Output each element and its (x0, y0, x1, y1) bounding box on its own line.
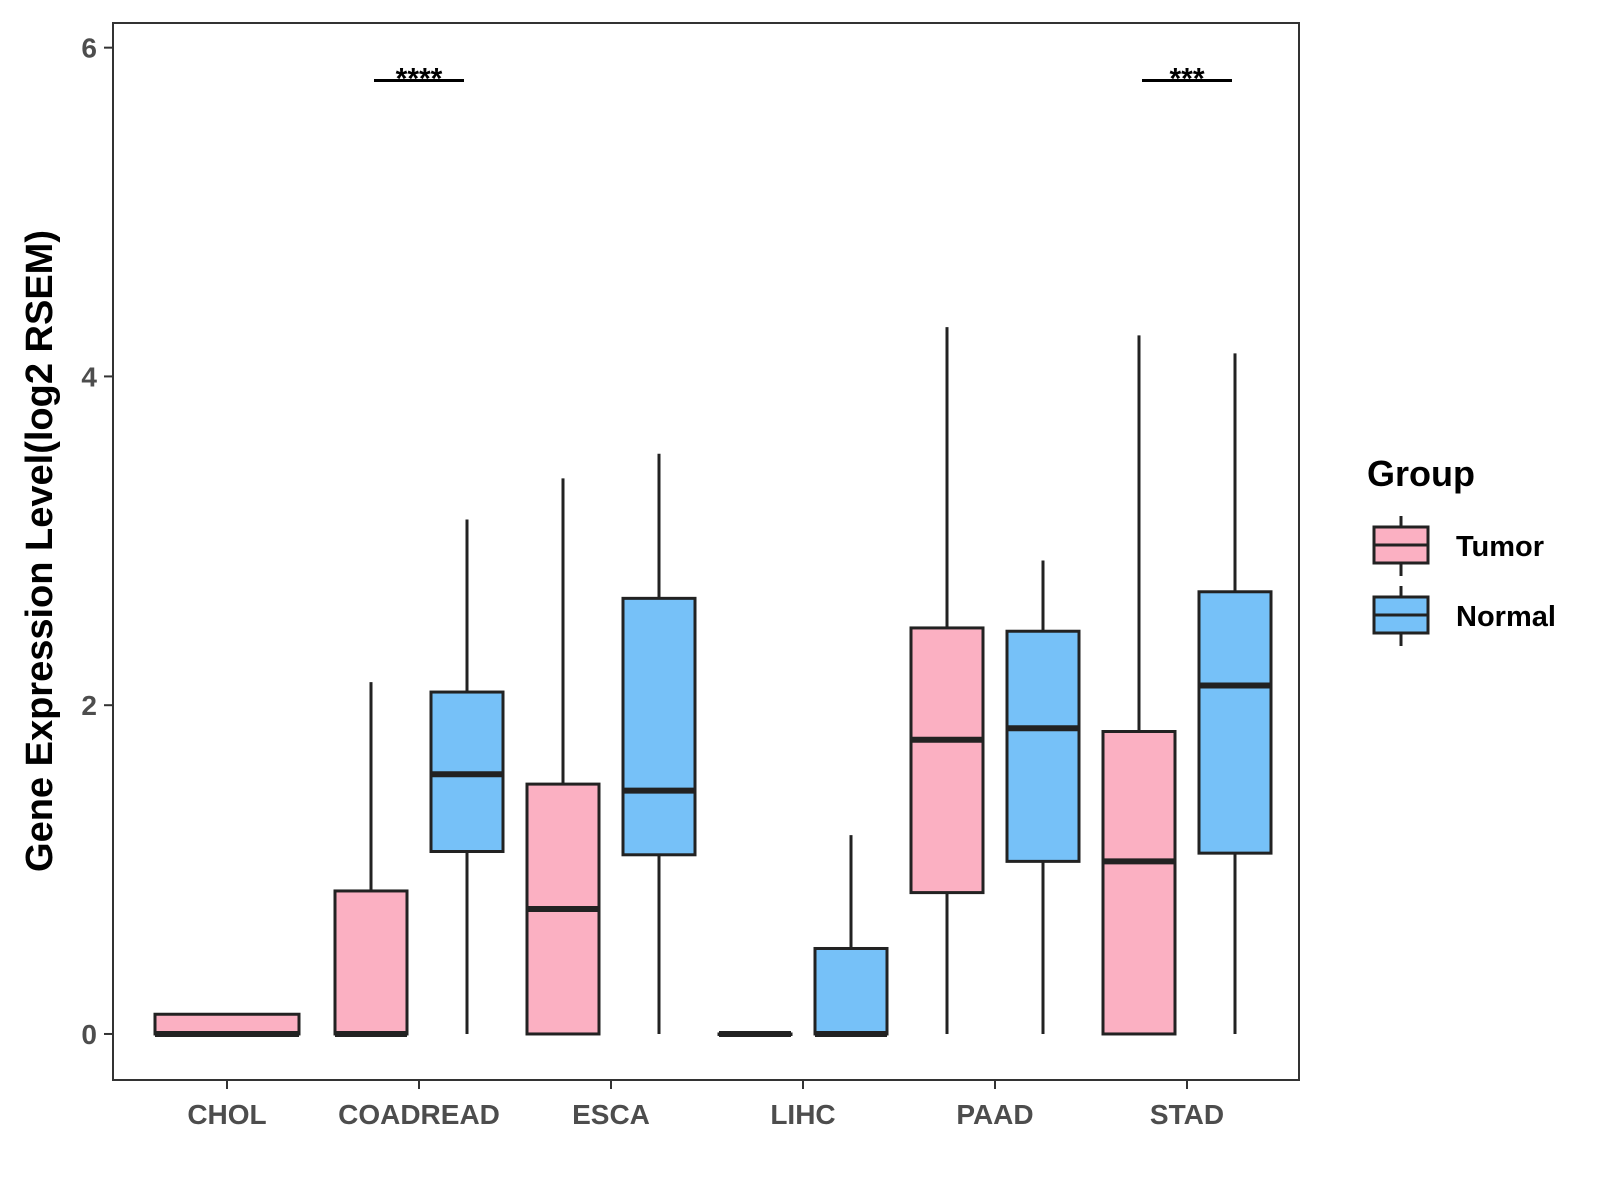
legend: Group Tumor Normal (1367, 453, 1556, 646)
box-tumor-esca (525, 478, 601, 1036)
boxes-layer (153, 327, 1273, 1037)
box-normal-lihc (813, 835, 889, 1037)
significance-label: *** (1169, 63, 1204, 96)
significance-coadread: **** (374, 63, 464, 96)
significance-stad: *** (1142, 63, 1232, 96)
box-tumor-chol (153, 1012, 301, 1037)
box-body (1101, 730, 1177, 1036)
box-normal-coadread (429, 519, 505, 1034)
legend-item-normal: Normal (1372, 586, 1556, 646)
box-normal-paad (1005, 560, 1081, 1034)
x-tick-label-lihc: LIHC (770, 1099, 835, 1130)
box-body (333, 889, 409, 1036)
y-axis-title: Gene Expression Level(log2 RSEM) (19, 230, 61, 872)
box-tumor-paad (909, 327, 985, 1034)
x-tick-label-stad: STAD (1150, 1099, 1224, 1130)
box-body (621, 596, 697, 857)
box-body (909, 626, 985, 895)
y-tick-label: 0 (81, 1019, 97, 1050)
box-tumor-lihc (717, 1030, 793, 1037)
x-tick-label-esca: ESCA (572, 1099, 650, 1130)
y-axis: 0 2 4 6 (81, 33, 113, 1050)
legend-title: Group (1367, 453, 1475, 494)
box-normal-esca (621, 453, 697, 1034)
x-tick-label-chol: CHOL (187, 1099, 266, 1130)
box-tumor-stad (1101, 335, 1177, 1036)
x-tick-label-coadread: COADREAD (338, 1099, 500, 1130)
legend-label-normal: Normal (1456, 601, 1556, 633)
x-tick-label-paad: PAAD (956, 1099, 1033, 1130)
y-tick-label: 2 (81, 690, 97, 721)
y-tick-label: 4 (81, 361, 97, 392)
box-normal-stad (1197, 353, 1273, 1034)
x-axis: CHOL COADREAD ESCA LIHC PAAD STAD (187, 1080, 1224, 1130)
panel-border (112, 22, 1300, 1081)
box-body (1197, 590, 1273, 855)
box-tumor-coadread (333, 682, 409, 1037)
box-body (1005, 629, 1081, 863)
annotations-layer: **** *** (374, 63, 1232, 96)
y-tick-label: 6 (81, 33, 97, 64)
significance-label: **** (396, 63, 443, 96)
box-body (813, 946, 889, 1036)
legend-label-tumor: Tumor (1456, 531, 1544, 563)
legend-item-tumor: Tumor (1372, 516, 1544, 576)
